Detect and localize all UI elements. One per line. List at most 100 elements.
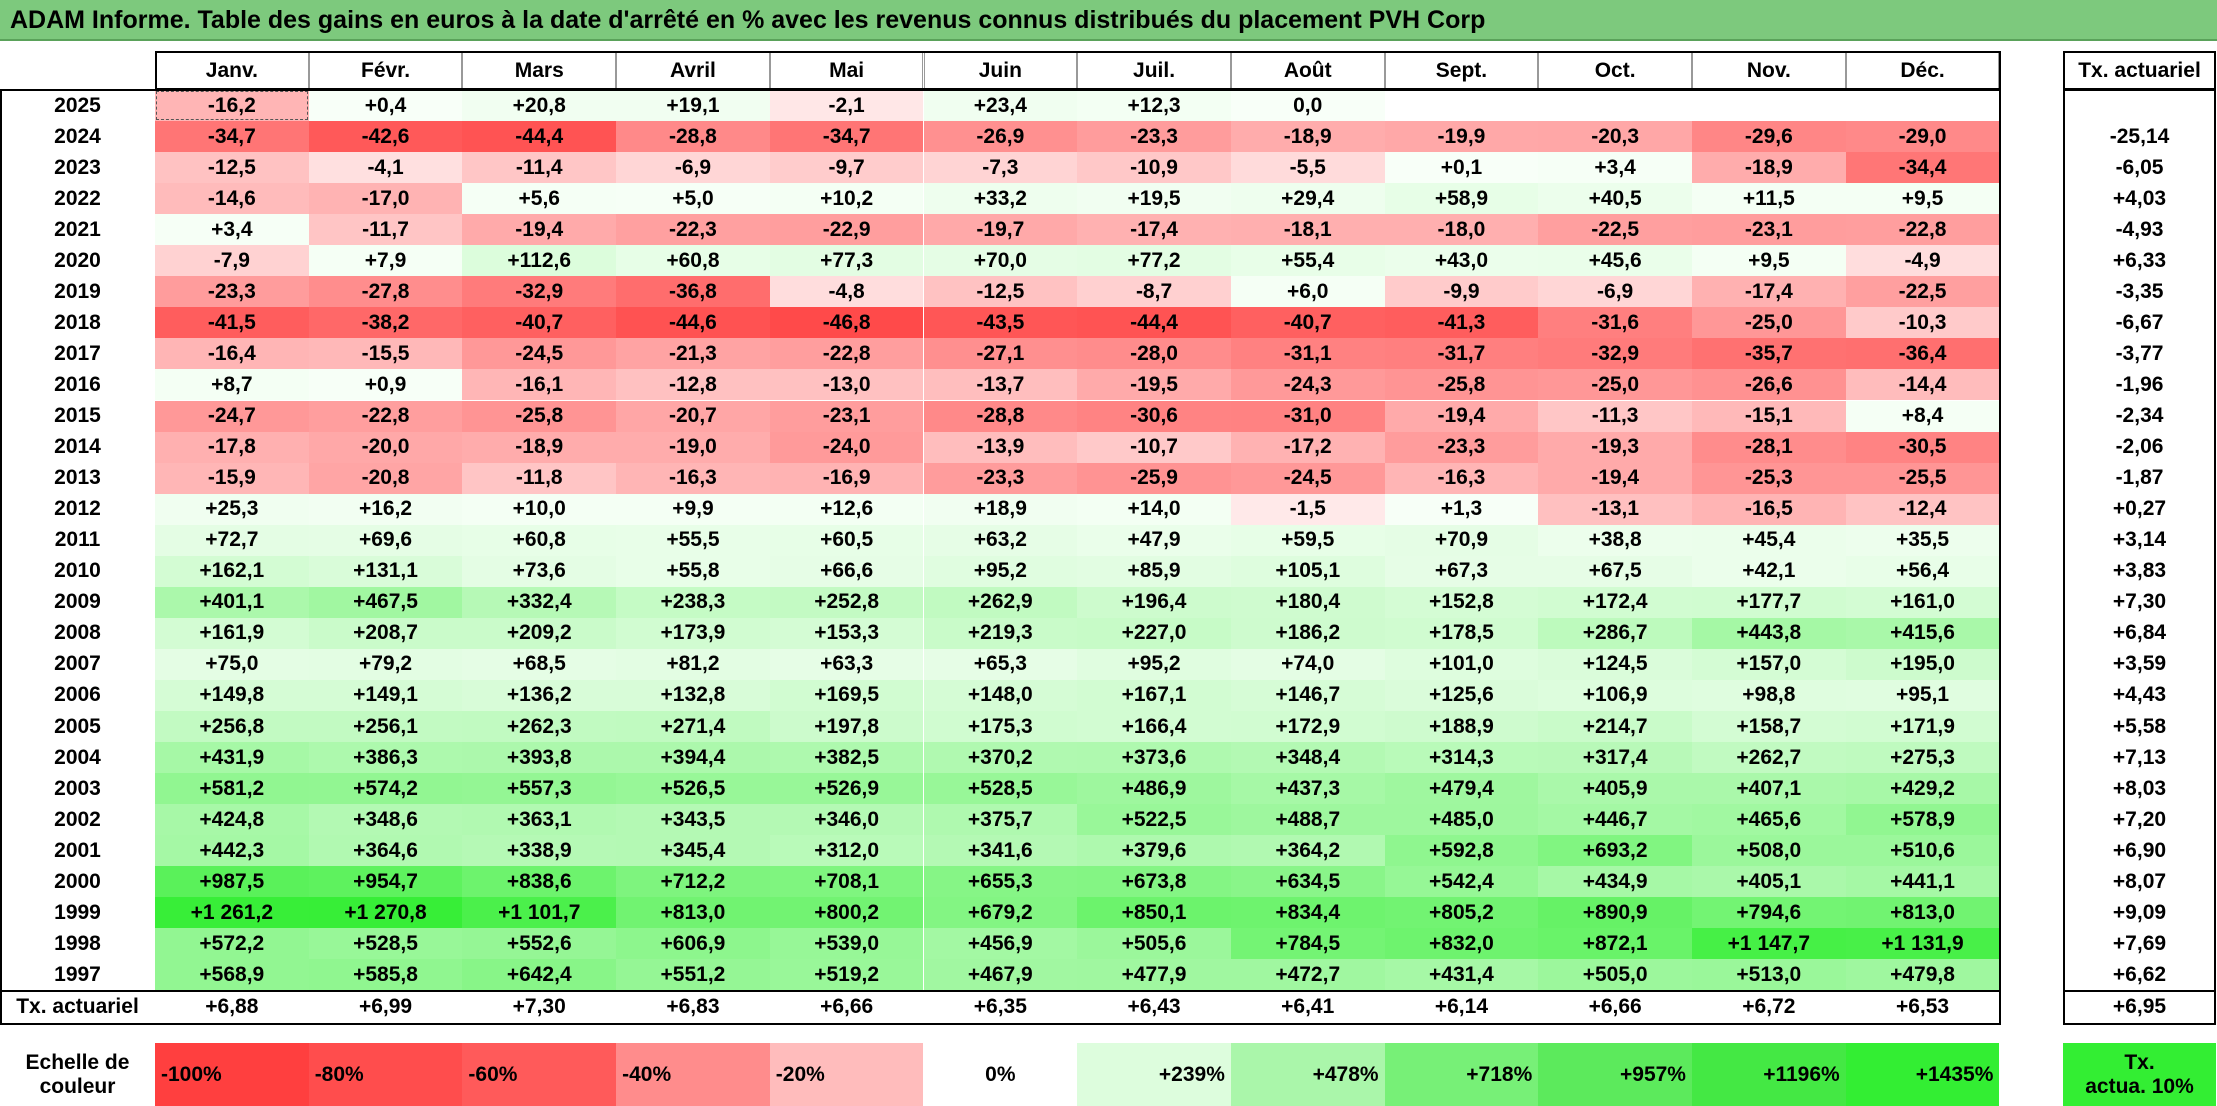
- column-header: Nov.: [1692, 51, 1846, 90]
- table-cell: -22,5: [1538, 214, 1692, 246]
- table-cell: +188,9: [1384, 711, 1539, 743]
- table-cell: +5,6: [462, 183, 617, 215]
- table-cell: -34,4: [1845, 152, 2000, 184]
- table-cell: +424,8: [155, 804, 309, 836]
- table-cell: -8,7: [1077, 276, 1231, 308]
- table-cell: +186,2: [1230, 617, 1385, 649]
- table-cell: -26,9: [923, 121, 1078, 153]
- table-cell: +3,4: [1538, 152, 1692, 184]
- table-cell: -19,4: [1384, 400, 1539, 432]
- color-scale-stop: +718%: [1384, 1043, 1539, 1106]
- table-cell: +542,4: [1384, 866, 1539, 898]
- table-cell: +73,6: [462, 555, 617, 587]
- summary-cell: +6,53: [1895, 995, 1950, 1019]
- table-cell: [1845, 90, 2000, 122]
- table-cell: +146,7: [1230, 679, 1385, 711]
- table-cell: +262,9: [923, 586, 1078, 618]
- table-cell: +526,5: [616, 773, 770, 805]
- table-cell: -4,1: [308, 152, 463, 184]
- table-cell: +12,6: [769, 493, 924, 525]
- table-cell: +112,6: [462, 245, 617, 277]
- table-cell: -19,9: [1384, 121, 1539, 153]
- table-cell: +158,7: [1692, 711, 1846, 743]
- table-cell: -10,3: [1845, 307, 2000, 339]
- table-cell: -13,7: [923, 369, 1078, 401]
- row-rate-cell: +4,03: [2112, 186, 2167, 210]
- table-cell: +152,8: [1384, 586, 1539, 618]
- table-cell: -17,0: [308, 183, 463, 215]
- table-cell: -15,1: [1692, 400, 1846, 432]
- row-rate-cell: -3,77: [2115, 341, 2164, 365]
- row-year-label: 2012: [54, 497, 101, 521]
- table-cell: +70,9: [1384, 524, 1539, 556]
- table-cell: -25,8: [1384, 369, 1539, 401]
- table-cell: -31,0: [1230, 400, 1385, 432]
- table-cell: +149,1: [308, 679, 463, 711]
- table-cell: +441,1: [1845, 866, 2000, 898]
- table-cell: +43,0: [1384, 245, 1539, 277]
- row-rate-cell: -2,06: [2115, 435, 2164, 459]
- page-title: ADAM Informe. Table des gains en euros à…: [10, 6, 1486, 34]
- table-cell: -13,9: [923, 431, 1078, 463]
- table-cell: +29,4: [1230, 183, 1385, 215]
- table-cell: -11,8: [462, 462, 617, 494]
- table-cell: +5,0: [616, 183, 770, 215]
- table-cell: +456,9: [923, 928, 1078, 960]
- table-cell: +12,3: [1077, 90, 1231, 122]
- table-cell: +60,5: [769, 524, 924, 556]
- table-cell: +7,9: [308, 245, 463, 277]
- table-cell: -25,0: [1692, 307, 1846, 339]
- row-year-label: 2016: [54, 372, 101, 396]
- table-cell: +987,5: [155, 866, 309, 898]
- table-cell: -9,9: [1384, 276, 1539, 308]
- table-cell: +813,0: [616, 897, 770, 929]
- table-cell: -25,5: [1845, 462, 2000, 494]
- table-cell: +442,3: [155, 835, 309, 867]
- table-cell: +606,9: [616, 928, 770, 960]
- table-cell: +20,8: [462, 90, 617, 122]
- row-rate-cell: +9,09: [2112, 900, 2167, 924]
- table-cell: +655,3: [923, 866, 1078, 898]
- table-cell: -18,9: [1230, 121, 1385, 153]
- table-cell: +446,7: [1538, 804, 1692, 836]
- table-cell: +67,3: [1384, 555, 1539, 587]
- row-rate-cell: -3,35: [2115, 279, 2164, 303]
- table-cell: -23,1: [1692, 214, 1846, 246]
- table-cell: -18,0: [1384, 214, 1539, 246]
- table-cell: -11,4: [462, 152, 617, 184]
- row-rate-cell: -25,14: [2109, 124, 2170, 148]
- table-cell: +890,9: [1538, 897, 1692, 929]
- table-cell: +364,2: [1230, 835, 1385, 867]
- table-cell: +0,4: [308, 90, 463, 122]
- table-cell: -24,7: [155, 400, 309, 432]
- table-cell: -14,6: [155, 183, 309, 215]
- table-cell: +75,0: [155, 648, 309, 680]
- table-cell: -27,8: [308, 276, 463, 308]
- table-cell: -31,1: [1230, 338, 1385, 370]
- table-cell: -4,8: [769, 276, 924, 308]
- table-cell: +341,6: [923, 835, 1078, 867]
- table-cell: -7,9: [155, 245, 309, 277]
- table-cell: +1 270,8: [308, 897, 463, 929]
- table-cell: -32,9: [462, 276, 617, 308]
- table-cell: +581,2: [155, 773, 309, 805]
- table-cell: +101,0: [1384, 648, 1539, 680]
- table-cell: -17,8: [155, 431, 309, 463]
- table-cell: -24,5: [462, 338, 617, 370]
- table-cell: +528,5: [923, 773, 1078, 805]
- table-cell: +345,4: [616, 835, 770, 867]
- table-cell: -5,5: [1230, 152, 1385, 184]
- table-cell: -19,0: [616, 431, 770, 463]
- table-cell: -10,7: [1077, 431, 1231, 463]
- column-header: Déc.: [1845, 51, 2000, 90]
- table-cell: +513,0: [1692, 959, 1846, 991]
- row-year-label: 2019: [54, 279, 101, 303]
- row-rate-cell: -2,34: [2115, 404, 2164, 428]
- table-cell: +557,3: [462, 773, 617, 805]
- table-cell: +70,0: [923, 245, 1078, 277]
- table-cell: -19,4: [1538, 462, 1692, 494]
- table-cell: +68,5: [462, 648, 617, 680]
- column-header: Janv.: [155, 51, 309, 90]
- table-cell: +149,8: [155, 679, 309, 711]
- row-rate-cell: +7,20: [2112, 807, 2167, 831]
